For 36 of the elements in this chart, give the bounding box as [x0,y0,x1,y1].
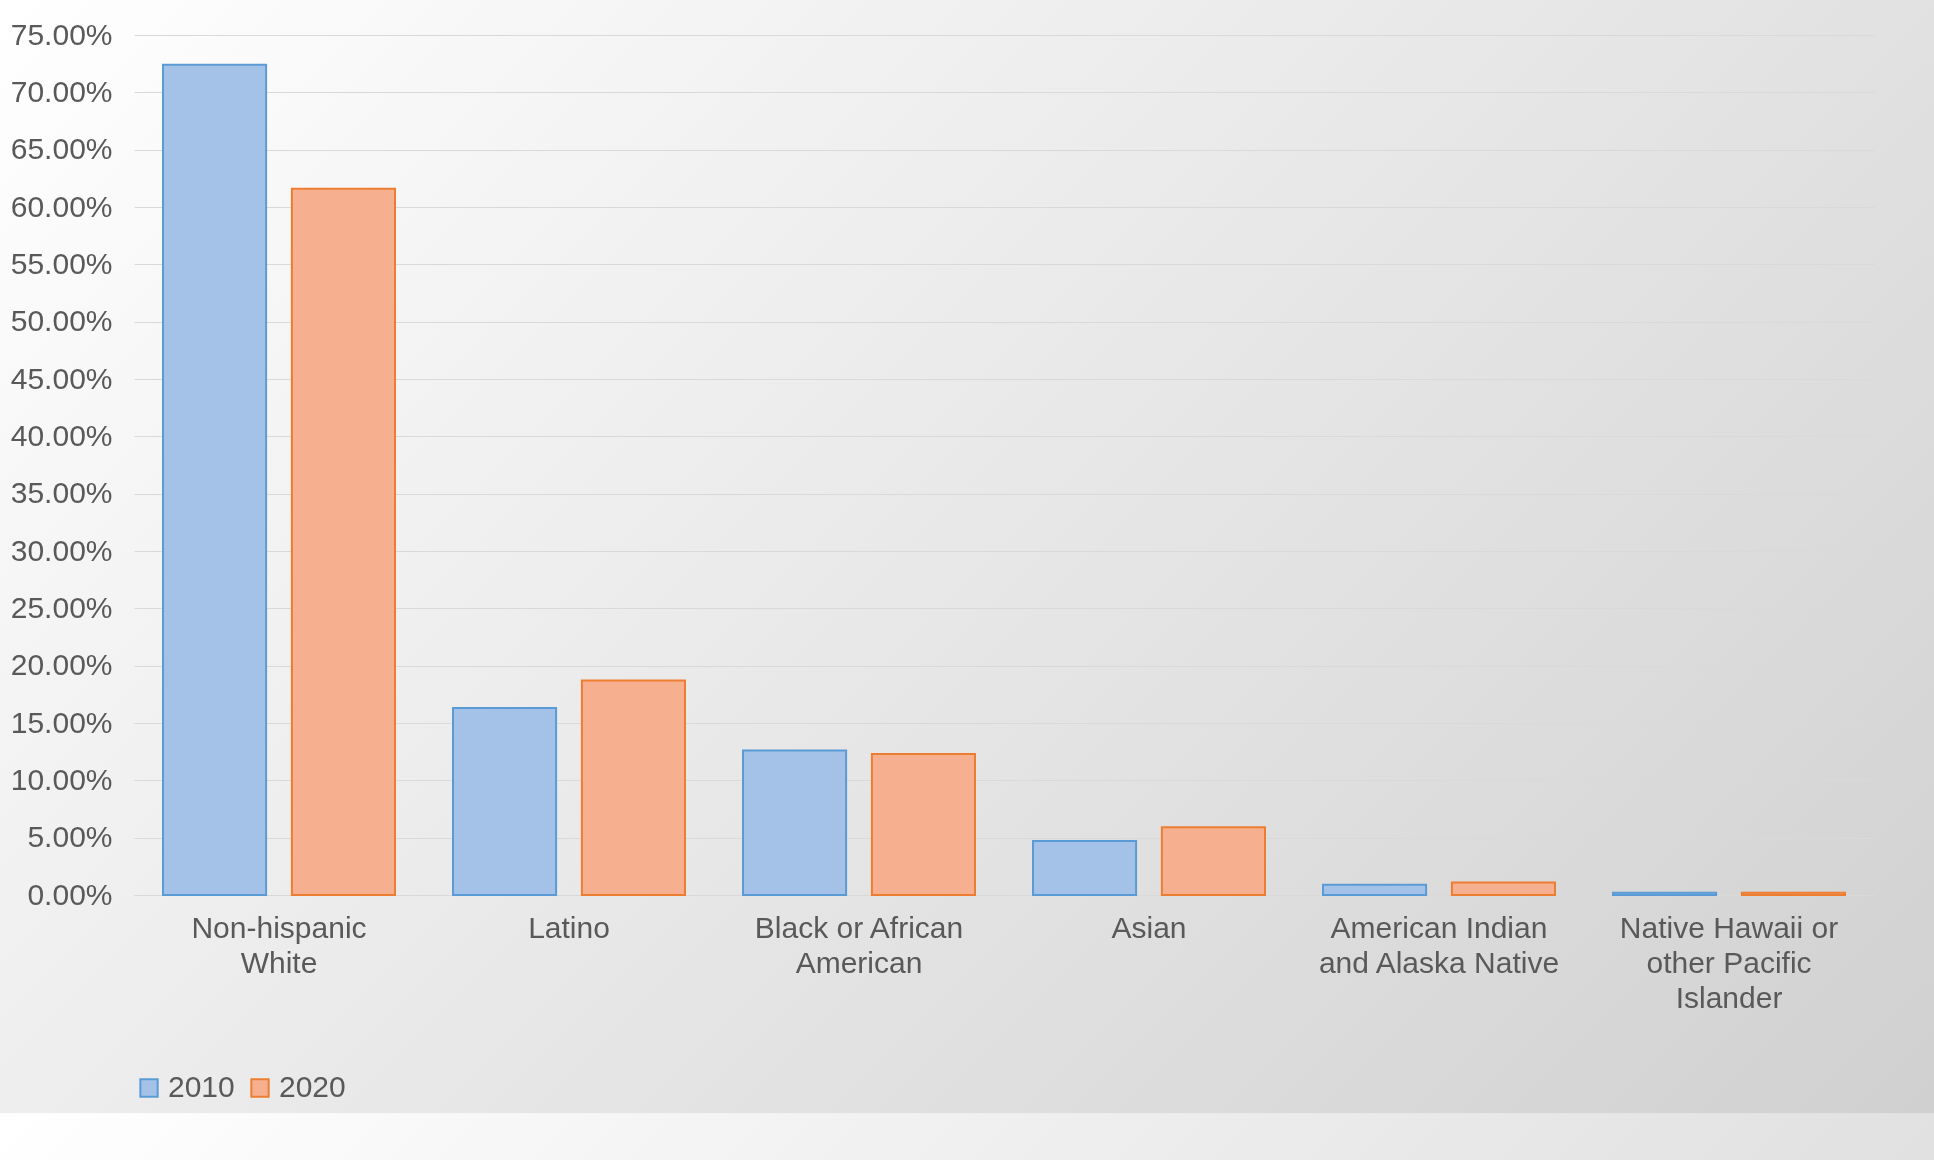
x-tick-label: Black or African American [754,910,964,979]
y-tick-label: 60.00% [10,189,113,223]
y-tick-label: 25.00% [10,590,113,624]
bar [742,749,848,896]
bar [1160,826,1266,896]
y-tick-label: 5.00% [27,820,113,854]
bar [452,707,558,896]
y-tick-label: 70.00% [10,74,113,108]
y-tick-label: 65.00% [10,132,113,166]
bar [1740,891,1846,896]
bar [1322,883,1428,896]
y-tick-label: 40.00% [10,418,113,452]
x-tick-label: Non-hispanic White [191,910,367,979]
bar [1612,891,1718,896]
x-tick-label: Asian [1111,910,1187,944]
y-tick-label: 20.00% [10,648,113,682]
y-tick-label: 35.00% [10,476,113,510]
y-tick-label: 50.00% [10,304,113,338]
y-tick-label: 15.00% [10,705,113,739]
legend-label: 2020 [279,1070,346,1103]
y-tick-label: 0.00% [27,877,113,911]
bar [290,187,396,896]
y-tick-label: 30.00% [10,533,113,567]
bar [580,679,686,896]
x-tick-label: American Indian and Alaska Native [1318,910,1560,979]
x-tick-label: Native Hawaii or other Pacific Islander [1619,910,1839,1014]
legend-label: 2010 [168,1070,235,1103]
bar [870,752,976,896]
bar [1450,881,1556,896]
y-tick-label: 10.00% [10,762,113,796]
x-tick-label: Latino [528,910,610,944]
bar [1032,840,1138,896]
y-tick-label: 75.00% [10,17,113,51]
y-tick-label: 45.00% [10,361,113,395]
bar [162,63,268,896]
y-tick-label: 55.00% [10,246,113,280]
